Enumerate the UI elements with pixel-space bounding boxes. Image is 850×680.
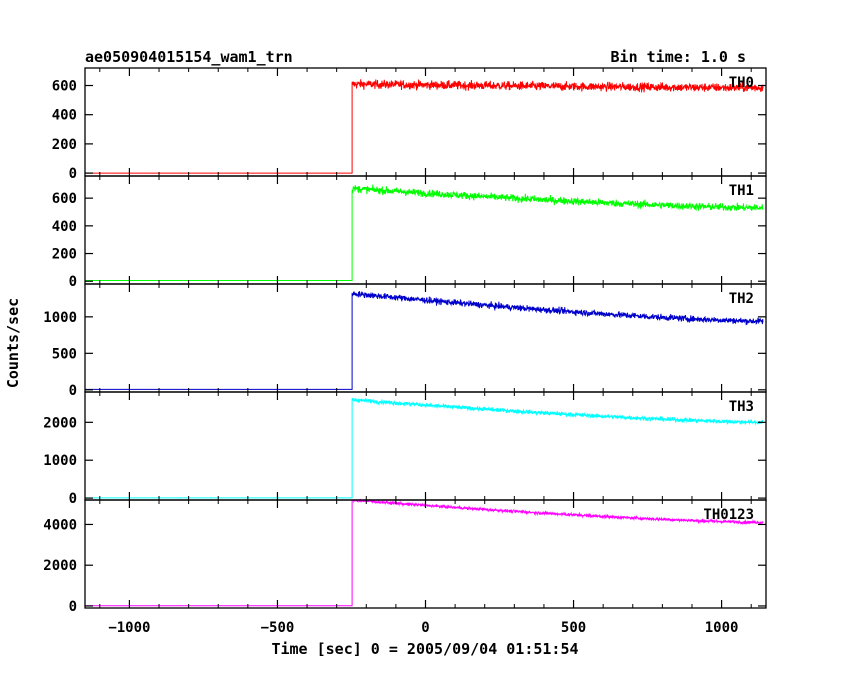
panel-label-th2: TH2 xyxy=(729,291,754,307)
y-tick-label: 0 xyxy=(69,599,77,615)
panel-label-th0: TH0 xyxy=(729,75,754,91)
panel-th1: 0 200 400 600 TH1 xyxy=(52,175,767,290)
x-tick-label: 1000 xyxy=(705,620,739,636)
y-tick-label: 4000 xyxy=(43,517,77,533)
panel-label-th3: TH3 xyxy=(729,399,754,415)
y-tick-label: 400 xyxy=(52,219,77,235)
panel-th3: 0 1000 2000 TH3 xyxy=(43,391,767,507)
y-tick-label: 2000 xyxy=(43,558,77,574)
x-axis: −1000 −500 0 500 1000 xyxy=(108,620,738,636)
y-tick-label: 1000 xyxy=(43,453,77,469)
x-tick-label: 0 xyxy=(421,620,429,636)
y-tick-label: 1000 xyxy=(43,310,77,326)
panel-label-th0123: TH0123 xyxy=(703,507,754,523)
panel-frame xyxy=(84,391,767,501)
series-th0123 xyxy=(85,498,764,607)
panels-group: 0 200 400 600 TH0 0 200 400 600 TH1 0 500 1000 TH2 0 10… xyxy=(43,67,767,615)
x-axis-label: Time [sec] 0 = 2005/09/04 01:51:54 xyxy=(271,640,578,658)
panel-th0: 0 200 400 600 TH0 xyxy=(52,67,767,182)
y-tick-label: 0 xyxy=(69,274,77,290)
y-tick-label: 600 xyxy=(52,79,77,95)
bin-time-label: Bin time: 1.0 s xyxy=(611,48,746,66)
y-tick-label: 0 xyxy=(69,166,77,182)
y-tick-label: 200 xyxy=(52,137,77,153)
x-tick-label: −500 xyxy=(261,620,295,636)
x-tick-label: −1000 xyxy=(108,620,150,636)
y-tick-label: 500 xyxy=(52,346,77,362)
y-tick-label: 0 xyxy=(69,491,77,507)
panel-frame xyxy=(84,175,767,285)
y-tick-label: 600 xyxy=(52,191,77,207)
y-tick-label: 400 xyxy=(52,108,77,124)
series-th1 xyxy=(85,184,764,281)
chart-title: ae050904015154_wam1_trn xyxy=(85,48,293,66)
panel-label-th1: TH1 xyxy=(729,183,754,199)
y-axis-label: Counts/sec xyxy=(4,298,22,388)
y-tick-label: 200 xyxy=(52,247,77,263)
y-tick-label: 0 xyxy=(69,383,77,399)
panel-th2: 0 500 1000 TH2 xyxy=(43,283,767,399)
y-tick-label: 2000 xyxy=(43,415,77,431)
x-tick-label: 500 xyxy=(561,620,586,636)
series-th2 xyxy=(85,291,764,390)
series-th3 xyxy=(85,397,764,499)
panel-frame xyxy=(84,499,767,609)
panel-th0123: 0 2000 4000 TH0123 xyxy=(43,498,767,615)
series-th0 xyxy=(85,79,764,174)
